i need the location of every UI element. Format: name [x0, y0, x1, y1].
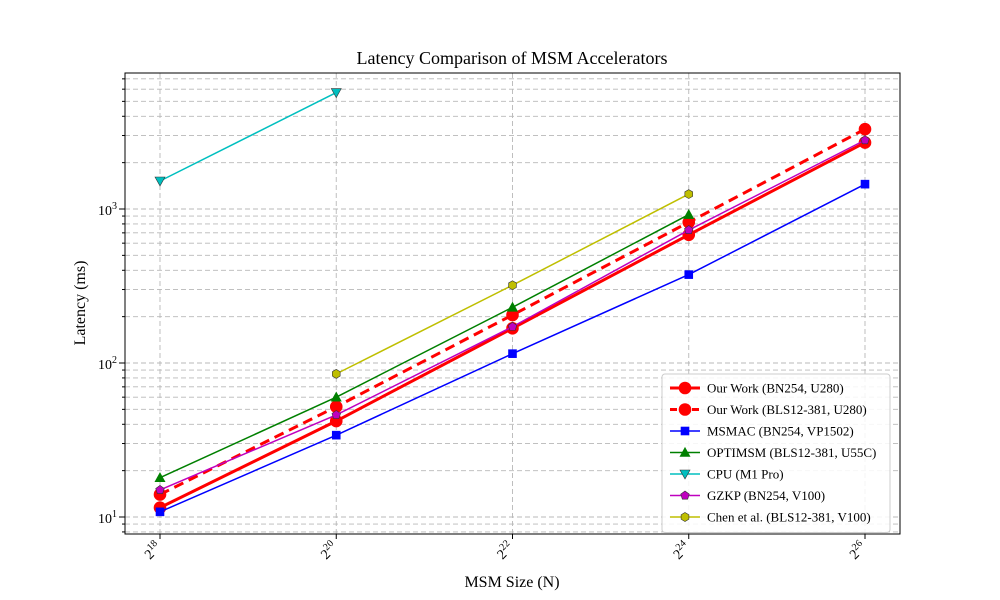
- data-point: [860, 135, 870, 145]
- data-point: [860, 179, 870, 189]
- series-layer: [153, 88, 872, 517]
- series-5: [155, 135, 870, 494]
- x-tick-label: 218: [140, 538, 165, 563]
- series-line: [159, 91, 337, 182]
- data-point: [507, 321, 518, 331]
- legend-entry: Our Work (BLS12-381, U280): [670, 402, 867, 417]
- legend-marker: [678, 403, 692, 416]
- data-point: [155, 507, 165, 517]
- x-tick-label: 220: [316, 538, 341, 563]
- data-point: [684, 189, 693, 199]
- y-tick-label: 101: [98, 509, 117, 527]
- legend-entry: OPTIMSM (BLS12-381, U55C): [670, 445, 876, 460]
- x-axis-label: MSM Size (N): [464, 574, 559, 591]
- data-point: [506, 301, 519, 312]
- data-point: [332, 369, 341, 379]
- series-4: [154, 88, 342, 187]
- series-2: [155, 179, 870, 517]
- legend-marker: [680, 426, 690, 436]
- x-tick-label: 222: [493, 538, 518, 563]
- data-point: [508, 349, 517, 358]
- legend-label: Our Work (BN254, U280): [707, 381, 844, 396]
- data-point: [683, 208, 695, 219]
- data-point: [331, 430, 341, 440]
- legend-entry: Chen et al. (BLS12-381, V100): [670, 510, 871, 525]
- legend-marker: [679, 469, 691, 480]
- series-3: [154, 208, 695, 482]
- legend-marker: [679, 446, 691, 457]
- legend-entry: MSMAC (BN254, VP1502): [670, 424, 854, 439]
- chart-title: Latency Comparison of MSM Accelerators: [357, 48, 668, 68]
- y-tick-label: 103: [98, 201, 117, 219]
- legend-label: MSMAC (BN254, VP1502): [707, 424, 854, 439]
- legend-label: OPTIMSM (BLS12-381, U55C): [707, 445, 876, 460]
- legend-label: Chen et al. (BLS12-381, V100): [707, 510, 871, 525]
- y-tick-label: 102: [98, 355, 117, 373]
- data-point: [508, 280, 517, 291]
- data-point: [330, 391, 342, 402]
- legend: Our Work (BN254, U280) Our Work (BLS12-38…: [661, 373, 891, 533]
- data-point: [858, 122, 872, 136]
- data-point: [331, 410, 341, 419]
- legend-label: Our Work (BLS12-381, U280): [707, 402, 867, 417]
- data-point: [330, 88, 342, 99]
- legend-entry: GZKP (BN254, V100): [670, 488, 825, 503]
- x-tick-label: 224: [669, 538, 694, 563]
- legend-entry: CPU (M1 Pro): [670, 467, 784, 482]
- legend-marker: [678, 381, 692, 395]
- data-point: [154, 472, 166, 482]
- legend-entry: Our Work (BN254, U280): [670, 381, 844, 396]
- data-point: [684, 225, 694, 234]
- legend-marker: [680, 490, 690, 500]
- series-6: [332, 189, 693, 379]
- y-axis-label: Latency (ms): [72, 261, 89, 346]
- legend-label: GZKP (BN254, V100): [707, 488, 825, 503]
- legend-label: CPU (M1 Pro): [707, 467, 784, 482]
- data-point: [155, 485, 165, 494]
- series-line: [159, 127, 866, 496]
- data-point: [154, 176, 166, 187]
- legend-box: [661, 373, 891, 533]
- x-tick-label: 226: [845, 538, 870, 563]
- data-point: [684, 270, 694, 279]
- series-line: [159, 213, 690, 479]
- legend-marker: [680, 512, 690, 522]
